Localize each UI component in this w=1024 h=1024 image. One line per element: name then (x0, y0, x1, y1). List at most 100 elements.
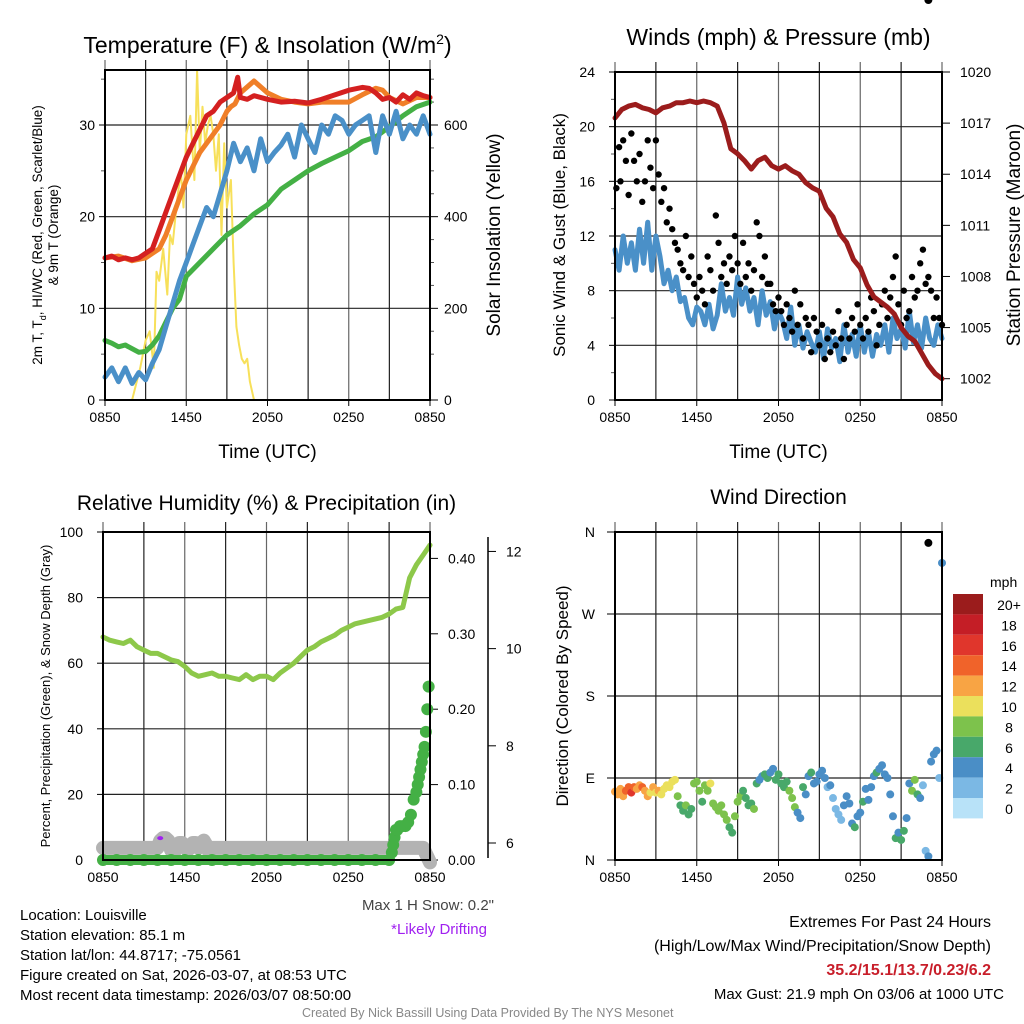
y2-tick-label: 0.40 (448, 550, 475, 566)
gust-point (750, 266, 758, 274)
y2-tick-label: 0 (444, 392, 452, 408)
direction-point (749, 804, 758, 813)
gust-point (813, 328, 820, 335)
gust-point (696, 273, 703, 281)
direction-point (886, 790, 895, 799)
y2-tick-label: 0.20 (448, 701, 475, 717)
gust-point (690, 280, 698, 288)
gust-point (718, 273, 725, 281)
direction-point (673, 792, 682, 801)
x-tick-label: 0850 (414, 409, 445, 425)
gust-point (846, 335, 853, 342)
legend-swatch (953, 736, 983, 758)
extremes-subtitle: (High/Low/Max Wind/Precipitation/Snow De… (653, 938, 991, 955)
max-gust-label: Max Gust: 21.9 mph On 03/06 at 1000 UTC (713, 986, 1004, 1003)
direction-point (916, 794, 925, 803)
y-tick-label: 60 (67, 655, 83, 671)
gust-point (873, 342, 880, 349)
gust-point (658, 198, 665, 206)
gust-point (769, 301, 777, 308)
y-tick-label: 8 (587, 283, 595, 299)
extremes-title: Extremes For Past 24 Hours (789, 914, 991, 931)
gust-point (622, 157, 630, 165)
y-tick-label: 80 (67, 590, 83, 606)
y-tick-label: 20 (579, 119, 595, 135)
series-snow-depth (96, 831, 437, 870)
legend-swatch (953, 634, 983, 656)
x-tick-label: 1450 (171, 409, 202, 425)
x-tick-label: 1450 (681, 409, 712, 425)
gust-point (655, 171, 662, 178)
gust-point (679, 266, 687, 274)
gust-point (734, 260, 741, 267)
y2-tick-label: 400 (444, 209, 468, 225)
y-tick-label: 0 (87, 392, 95, 408)
gust-point (674, 246, 681, 253)
legend-label: 0 (1005, 801, 1013, 817)
direction-point (785, 786, 794, 795)
speed-legend: mph 20+ 18 16 14 12 10 8 6 4 2 0 (953, 574, 1021, 819)
gust-point (737, 280, 744, 288)
direction-point (924, 852, 933, 861)
gust-point (843, 321, 850, 329)
y-tick-label: 0 (587, 392, 595, 408)
latlon-label: Station lat/lon: 44.8717; -75.0561 (20, 947, 242, 964)
x-tick-label: 0850 (89, 409, 120, 425)
gust-point (927, 287, 935, 294)
y3-tick-label: 8 (506, 738, 514, 754)
legend-label: 10 (1001, 699, 1017, 715)
gust-point (778, 307, 785, 315)
direction-point (812, 777, 821, 786)
y-tick-label: 40 (67, 721, 83, 737)
gust-point (780, 321, 788, 329)
panel-rh: 0 20 40 60 80 100 0.00 0.10 0.20 0.30 0.40 6 8 10 12 08… (38, 492, 522, 885)
plot-border (614, 71, 943, 401)
direction-point (717, 801, 726, 810)
plot-border (102, 531, 431, 861)
legend-title: mph (990, 574, 1017, 590)
x-tick-label: 0250 (845, 869, 876, 885)
gust-point (810, 314, 818, 322)
gust-point (837, 335, 845, 342)
series-dewpoint-td- (102, 99, 433, 355)
y2-tick-label: 1008 (960, 268, 991, 284)
direction-point (722, 815, 731, 824)
drift-marker (157, 836, 164, 841)
gust-point (900, 287, 908, 294)
gust-point (745, 260, 752, 267)
y-axis-label: Sonic Wind & Gust (Blue, Black) (550, 113, 569, 357)
gust-point (889, 273, 897, 281)
y3-tick-label: 10 (506, 641, 522, 657)
y2-tick-label: 1014 (960, 166, 991, 182)
y2-tick-label: 0.00 (448, 852, 475, 868)
direction-point (769, 764, 778, 773)
extremes-values: 35.2/15.1/13.7/0.23/6.2 (826, 962, 991, 979)
gust-point (704, 253, 711, 260)
gust-point (799, 335, 807, 342)
x-tick-label: 0850 (414, 869, 445, 885)
gust-point (660, 184, 668, 192)
x-tick-label: 0250 (845, 409, 876, 425)
gust-point (870, 307, 878, 315)
y-tick-label: 24 (579, 64, 595, 80)
direction-point (807, 768, 816, 777)
gust-point (619, 137, 627, 144)
direction-point (687, 804, 696, 813)
gust-point (709, 287, 717, 294)
direction-point (703, 786, 712, 795)
gust-point (835, 307, 842, 315)
precip-point (418, 740, 431, 753)
legend-swatch (953, 798, 983, 819)
direction-point (864, 795, 873, 804)
y-tick-label: 0 (75, 852, 83, 868)
gust-point (728, 266, 736, 274)
gust-point (639, 198, 646, 206)
legend-swatch (953, 655, 983, 676)
legend-swatch (953, 696, 983, 717)
y2-tick-label: 1002 (960, 371, 991, 387)
gust-point (772, 307, 779, 315)
gust-point (840, 355, 848, 363)
legend-swatch (953, 716, 983, 737)
gust-point (881, 287, 888, 294)
